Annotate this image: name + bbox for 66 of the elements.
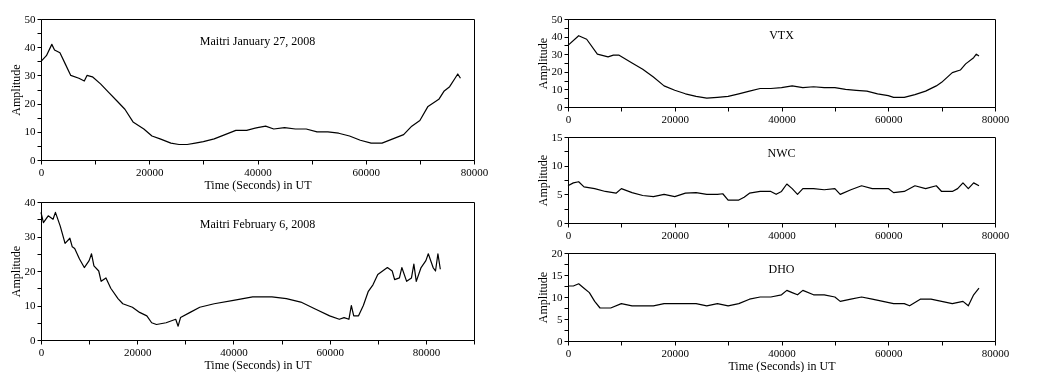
y-tick-label: 15 bbox=[551, 268, 563, 281]
x-tick-label: 0 bbox=[38, 165, 45, 178]
y-tick-label: 30 bbox=[24, 68, 36, 81]
x-tick-label: 80000 bbox=[981, 228, 1010, 241]
x-tick-label: 80000 bbox=[981, 346, 1010, 359]
x-tick-label: 20000 bbox=[661, 112, 690, 125]
x-tick-label: 0 bbox=[565, 346, 572, 359]
x-tick-label: 0 bbox=[38, 345, 45, 358]
x-tick-label: 40000 bbox=[768, 228, 797, 241]
x-tick-label: 80000 bbox=[412, 345, 441, 358]
x-tick-label: 40000 bbox=[244, 165, 273, 178]
x-tick-label: 40000 bbox=[768, 346, 797, 359]
text: Maitri February 6, 2008 bbox=[199, 217, 316, 231]
y-tick-label: 20 bbox=[24, 264, 36, 277]
y-tick-label: 30 bbox=[24, 230, 36, 242]
y-tick-label: 10 bbox=[24, 125, 36, 138]
y-tick-label: 0 bbox=[557, 216, 563, 229]
line-series bbox=[567, 181, 980, 201]
y-tick-label: 50 bbox=[24, 12, 36, 25]
y-tick-label: 20 bbox=[551, 65, 563, 78]
y-tick-label: 0 bbox=[557, 334, 563, 347]
x-axis-title: Time (Seconds) in UT bbox=[204, 177, 313, 192]
y-tick-label: 40 bbox=[551, 30, 563, 43]
x-tick-label: 80000 bbox=[981, 112, 1010, 125]
x-tick-label: 20000 bbox=[661, 346, 690, 359]
y-tick-label: 20 bbox=[551, 246, 563, 259]
y-axis-title: Amplitude bbox=[535, 37, 550, 90]
y-tick-label: 15 bbox=[551, 130, 563, 143]
y-tick-label: 0 bbox=[30, 333, 36, 346]
text: NWC bbox=[767, 146, 796, 160]
x-tick-label: 0 bbox=[565, 112, 572, 125]
text: Maitri January 27, 2008 bbox=[199, 34, 316, 48]
x-tick-label: 20000 bbox=[136, 165, 164, 178]
x-tick-label: 60000 bbox=[875, 346, 903, 359]
y-tick-label: 10 bbox=[551, 290, 563, 303]
y-tick-label: 30 bbox=[551, 47, 563, 60]
y-axis-title: Amplitude bbox=[535, 154, 550, 207]
text: VTX bbox=[769, 28, 795, 42]
y-tick-label: 40 bbox=[24, 195, 36, 208]
x-tick-label: 40000 bbox=[768, 112, 797, 125]
y-tick-label: 10 bbox=[551, 82, 563, 95]
x-tick-label: 20000 bbox=[123, 345, 152, 358]
y-tick-label: 0 bbox=[557, 100, 563, 113]
line-series bbox=[40, 211, 441, 327]
x-tick-label: 0 bbox=[565, 228, 572, 241]
x-tick-label: 80000 bbox=[460, 165, 489, 178]
y-tick-label: 0 bbox=[30, 153, 36, 166]
x-tick-label: 60000 bbox=[875, 112, 903, 125]
y-axis-title: Amplitude bbox=[8, 245, 23, 298]
x-tick-label: 60000 bbox=[352, 165, 381, 178]
y-tick-label: 10 bbox=[551, 159, 563, 172]
x-tick-label: 60000 bbox=[316, 345, 345, 358]
y-tick-label: 5 bbox=[557, 312, 563, 325]
y-axis-title: Amplitude bbox=[535, 271, 550, 324]
y-tick-label: 5 bbox=[557, 187, 563, 200]
x-axis-title: Time (Seconds) in UT bbox=[204, 357, 313, 372]
text: DHO bbox=[768, 262, 795, 276]
y-tick-label: 40 bbox=[24, 40, 36, 53]
y-tick-label: 10 bbox=[24, 299, 36, 311]
y-tick-label: 20 bbox=[24, 97, 36, 110]
x-axis-title: Time (Seconds) in UT bbox=[728, 358, 837, 372]
x-tick-label: 40000 bbox=[220, 345, 249, 358]
x-tick-label: 60000 bbox=[875, 228, 903, 241]
y-axis-title: Amplitude bbox=[8, 64, 23, 116]
y-tick-label: 50 bbox=[551, 12, 563, 25]
x-tick-label: 20000 bbox=[661, 228, 690, 241]
